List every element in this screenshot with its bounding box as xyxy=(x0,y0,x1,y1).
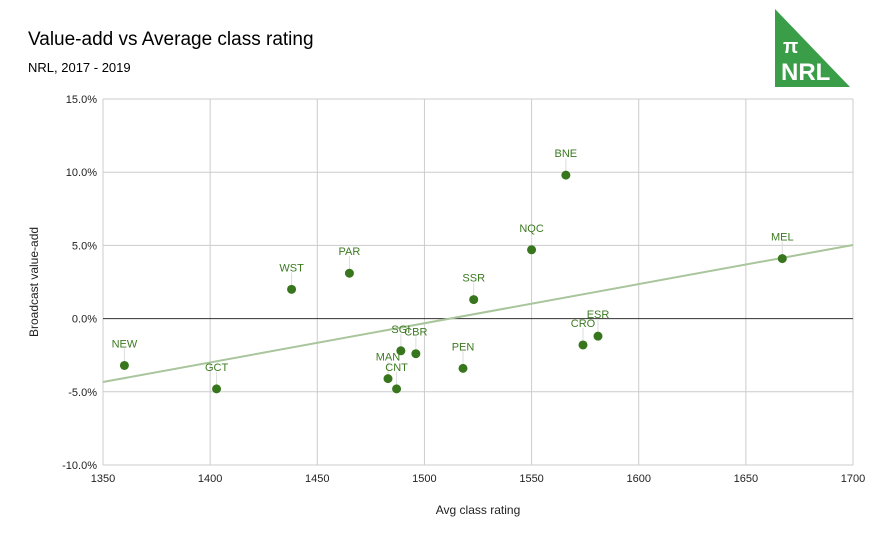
y-tick-label: -5.0% xyxy=(68,387,97,399)
x-tick-label: 1400 xyxy=(198,473,222,485)
x-tick-label: 1450 xyxy=(305,473,329,485)
y-tick-label: 5.0% xyxy=(72,240,97,252)
data-label: PAR xyxy=(339,246,361,258)
chart-title: Value-add vs Average class rating xyxy=(28,29,314,50)
x-axis-label: Avg class rating xyxy=(436,503,521,517)
trendline xyxy=(102,243,854,383)
y-tick-label: 10.0% xyxy=(66,167,97,179)
x-tick-label: 1700 xyxy=(841,473,865,485)
data-point xyxy=(578,340,588,350)
data-label: ESR xyxy=(587,309,610,321)
data-point xyxy=(527,245,537,255)
data-point xyxy=(458,363,468,373)
x-tick-label: 1550 xyxy=(519,473,543,485)
chart-subtitle: NRL, 2017 - 2019 xyxy=(28,60,131,75)
data-label: GCT xyxy=(205,362,229,374)
data-point xyxy=(469,295,479,305)
data-label: BNE xyxy=(555,148,578,160)
data-label: SSR xyxy=(462,273,485,285)
data-point xyxy=(344,268,354,278)
data-label: CNT xyxy=(385,362,408,374)
data-point xyxy=(593,331,603,341)
data-point xyxy=(411,349,421,359)
x-tick-label: 1650 xyxy=(734,473,758,485)
x-tick-label: 1350 xyxy=(91,473,115,485)
data-label: NEW xyxy=(112,338,138,350)
data-point xyxy=(392,384,402,394)
data-point xyxy=(383,374,393,384)
svg-text:π: π xyxy=(783,36,798,58)
data-label: MAN xyxy=(376,352,401,364)
data-point xyxy=(561,170,571,180)
data-label: MEL xyxy=(771,232,794,244)
data-point xyxy=(212,384,222,394)
data-point xyxy=(396,346,406,356)
data-label: CBR xyxy=(404,327,427,339)
data-point xyxy=(119,360,129,370)
y-axis-label: Broadcast value-add xyxy=(27,227,41,337)
x-tick-label: 1600 xyxy=(626,473,650,485)
data-point xyxy=(287,284,297,294)
y-tick-label: -10.0% xyxy=(62,460,97,472)
svg-text:NRL: NRL xyxy=(781,59,830,86)
y-tick-label: 15.0% xyxy=(66,94,97,106)
data-point xyxy=(777,254,787,264)
nrl-logo: π NRL xyxy=(775,9,850,87)
data-label: NQC xyxy=(519,223,544,235)
y-tick-label: 0.0% xyxy=(72,314,97,326)
data-label: PEN xyxy=(452,341,475,353)
data-label: WST xyxy=(279,262,304,274)
data-label: CRO xyxy=(571,318,596,330)
x-tick-label: 1500 xyxy=(412,473,436,485)
data-label: SGI xyxy=(391,324,410,336)
